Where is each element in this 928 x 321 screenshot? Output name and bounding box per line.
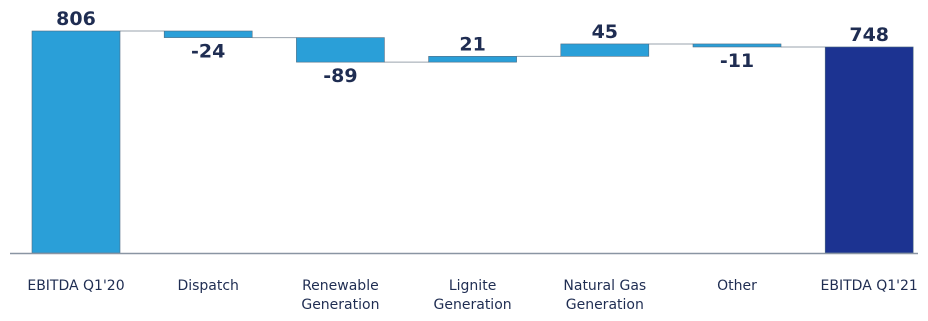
bar-3: [296, 37, 385, 63]
category-label-5: Natural Gas Generation: [563, 278, 646, 313]
value-labels-group: 806 -24 -89 21 45 -11 748: [56, 8, 889, 87]
category-label-4: Lignite Generation: [434, 278, 512, 313]
bar-2: [163, 30, 253, 38]
connector-lines: [120, 30, 826, 63]
bar-5: [560, 43, 650, 57]
value-label-3: -89: [323, 65, 357, 87]
category-label-6: Other: [717, 278, 757, 294]
bar-4: [428, 56, 517, 63]
category-label-3: Renewable Generation: [301, 278, 379, 313]
value-label-6: -11: [720, 50, 754, 72]
category-labels-group: EBITDA Q1'20 Dispatch Renewable Generation L…: [27, 278, 917, 313]
category-label-1: EBITDA Q1'20: [27, 278, 124, 294]
bar-1: [31, 30, 121, 254]
category-label-2: Dispatch: [177, 278, 239, 294]
value-label-5: 45: [592, 21, 618, 43]
value-label-7: 748: [849, 24, 889, 46]
value-label-1: 806: [56, 8, 96, 30]
bar-6: [692, 43, 782, 48]
category-label-7: EBITDA Q1'21: [821, 278, 918, 294]
bars-group: [31, 30, 914, 254]
value-label-2: -24: [191, 41, 225, 63]
value-label-4: 21: [459, 33, 485, 55]
bar-7: [824, 46, 914, 254]
